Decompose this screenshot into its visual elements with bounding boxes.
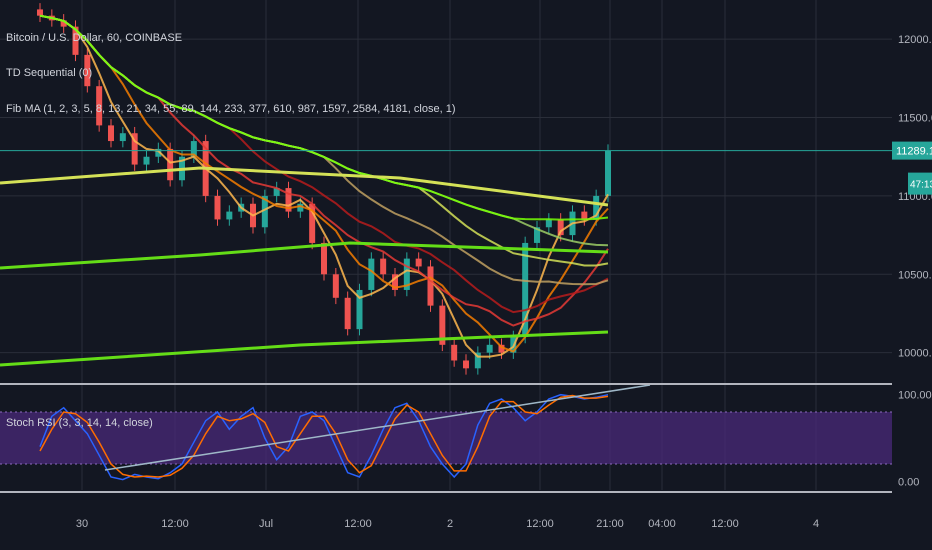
candle[interactable] [261, 195, 268, 228]
price-tick-label: 10000.00 [898, 348, 932, 360]
long-ma-line[interactable] [0, 330, 609, 367]
candle[interactable] [581, 211, 588, 220]
candle[interactable] [96, 86, 103, 126]
candle[interactable] [167, 148, 174, 181]
time-axis[interactable]: 30 12:00 Jul 12:00 2 12:00 21:00 04:00 12:00 4 [76, 518, 819, 530]
candle[interactable] [427, 266, 434, 306]
stoch-rsi-pane[interactable] [0, 384, 892, 481]
price-tick-label: 12000.00 [898, 34, 932, 46]
candle[interactable] [119, 133, 126, 142]
time-tick-label: 12:00 [344, 518, 372, 530]
stoch-line-d[interactable] [39, 394, 609, 478]
candle[interactable] [545, 219, 552, 228]
symbol-legend[interactable]: Bitcoin / U.S. Dollar, 60, COINBASE [6, 32, 182, 44]
time-tick-label: 12:00 [161, 518, 189, 530]
last-price-badge[interactable] [892, 141, 932, 160]
candle[interactable] [143, 156, 150, 165]
candle[interactable] [439, 305, 446, 345]
candle[interactable] [214, 195, 221, 220]
price-tick-label: 10500.00 [898, 269, 932, 281]
stoch-rsi-legend[interactable]: Stoch RSI (3, 3, 14, 14, close) [6, 417, 153, 429]
candle[interactable] [474, 352, 481, 369]
long-ma-line[interactable] [0, 241, 609, 270]
price-axis[interactable]: 12000.0011500.0011000.0010500.0010000.00… [892, 0, 932, 384]
countdown-label: 47:13 [910, 180, 932, 191]
candle[interactable] [356, 289, 363, 330]
candle[interactable] [605, 150, 611, 196]
candle[interactable] [155, 148, 162, 157]
candle[interactable] [415, 258, 422, 267]
candle[interactable] [37, 9, 43, 16]
candle[interactable] [309, 203, 316, 243]
candle[interactable] [297, 203, 304, 212]
candle[interactable] [84, 54, 91, 87]
osc-tick-label: 100.00 [898, 390, 932, 402]
fib-ma-line[interactable] [39, 14, 609, 358]
candle[interactable] [285, 188, 292, 212]
long-ma-line[interactable] [0, 166, 609, 207]
time-tick-label: Jul [259, 518, 273, 530]
candle[interactable] [72, 26, 79, 55]
oscillator-axis[interactable]: 100.00 0.00 [892, 386, 932, 490]
trendline[interactable] [104, 384, 651, 471]
td-sequential-legend[interactable]: TD Sequential (0) [6, 67, 92, 79]
candle[interactable] [522, 242, 529, 337]
time-tick-label: 21:00 [596, 518, 624, 530]
candle[interactable] [332, 274, 339, 298]
candle[interactable] [451, 344, 458, 361]
osc-tick-label: 0.00 [898, 476, 919, 488]
candle[interactable] [273, 188, 280, 196]
fib-ma-line[interactable] [39, 14, 609, 353]
price-tick-label: 11500.00 [898, 113, 932, 125]
stoch-line-k[interactable] [39, 393, 609, 481]
candle[interactable] [498, 344, 505, 353]
time-tick-label: 12:00 [711, 518, 739, 530]
candle[interactable] [392, 274, 398, 290]
time-tick-label: 04:00 [648, 518, 676, 530]
grid [0, 0, 892, 490]
candle[interactable] [486, 344, 493, 353]
price-pane[interactable] [0, 3, 892, 375]
last-price-label: 11289.11 [896, 146, 932, 158]
osc-axis-bg [892, 386, 932, 490]
candle[interactable] [108, 125, 114, 142]
candle[interactable] [190, 141, 197, 157]
candle[interactable] [557, 219, 564, 236]
fib-ma-legend[interactable]: Fib MA (1, 2, 3, 5, 8, 13, 21, 34, 55, 8… [6, 103, 456, 115]
candle[interactable] [131, 133, 138, 165]
time-tick-label: 4 [813, 518, 819, 530]
candle[interactable] [403, 258, 410, 290]
candle[interactable] [60, 20, 67, 27]
countdown-badge [908, 172, 932, 195]
candle[interactable] [380, 258, 387, 275]
time-tick-label: 30 [76, 518, 88, 530]
candle[interactable] [593, 195, 600, 220]
candle[interactable] [226, 211, 233, 220]
candle[interactable] [321, 242, 327, 275]
stoch-band [0, 412, 892, 464]
candle[interactable] [344, 297, 351, 330]
fib-ma-line[interactable] [39, 14, 609, 221]
candle[interactable] [534, 227, 540, 243]
time-tick-label: 2 [447, 518, 453, 530]
candle[interactable] [463, 360, 469, 369]
time-tick-label: 12:00 [526, 518, 554, 530]
candle[interactable] [368, 258, 375, 290]
